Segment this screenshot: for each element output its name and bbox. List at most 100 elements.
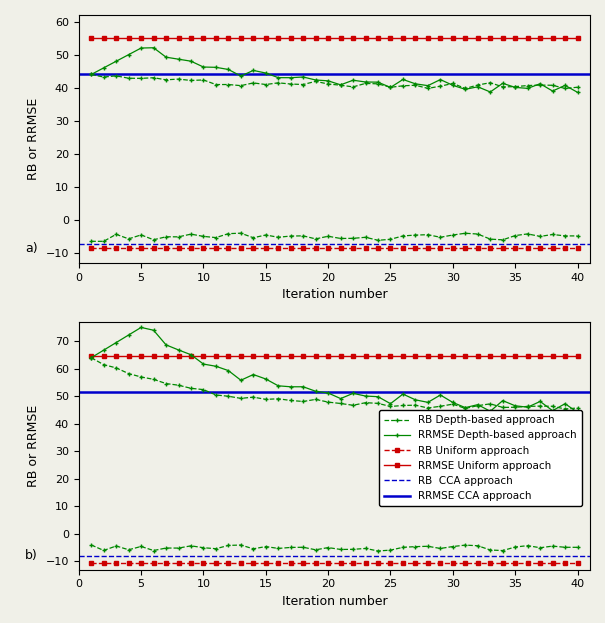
RB Depth-based approach — [125, 370, 132, 378]
RB Uniform approach — [474, 244, 482, 252]
RRMSE Uniform approach — [212, 34, 220, 42]
RB Uniform approach — [399, 559, 407, 566]
RRMSE Uniform approach — [337, 34, 344, 42]
RRMSE Depth-based approach — [287, 383, 295, 391]
RRMSE Uniform approach — [162, 34, 169, 42]
RB Uniform approach — [499, 559, 506, 566]
RB  CCA approach — [88, 552, 95, 559]
RRMSE Uniform approach — [437, 353, 444, 360]
RB Depth-based approach — [549, 402, 556, 410]
RRMSE Uniform approach — [88, 34, 95, 42]
RB Depth-based approach — [424, 85, 431, 92]
RRMSE Uniform approach — [100, 353, 107, 360]
RB Uniform approach — [212, 244, 220, 252]
RRMSE Depth-based approach — [224, 66, 232, 74]
RRMSE Uniform approach — [162, 353, 169, 360]
RRMSE Depth-based approach — [486, 407, 494, 415]
RRMSE Depth-based approach — [499, 397, 506, 404]
RB Depth-based approach — [200, 386, 207, 393]
RRMSE Uniform approach — [399, 353, 407, 360]
Y-axis label: RB or RRMSE: RB or RRMSE — [27, 405, 40, 487]
RRMSE Uniform approach — [100, 34, 107, 42]
RRMSE Uniform approach — [449, 34, 456, 42]
RRMSE Uniform approach — [486, 34, 494, 42]
RRMSE Depth-based approach — [212, 363, 220, 370]
RB Depth-based approach — [374, 399, 382, 407]
RB Uniform approach — [437, 559, 444, 566]
RRMSE Uniform approach — [524, 353, 531, 360]
RRMSE Depth-based approach — [350, 389, 357, 397]
RRMSE Uniform approach — [350, 353, 357, 360]
RRMSE Depth-based approach — [437, 391, 444, 399]
RRMSE Depth-based approach — [412, 396, 419, 404]
RRMSE Uniform approach — [175, 34, 182, 42]
RB Depth-based approach — [499, 83, 506, 90]
RRMSE Depth-based approach — [100, 64, 107, 72]
RB Depth-based approach — [512, 404, 519, 411]
RRMSE Uniform approach — [549, 353, 556, 360]
RB Uniform approach — [125, 244, 132, 252]
X-axis label: Iteration number: Iteration number — [281, 595, 387, 608]
RB Uniform approach — [424, 244, 431, 252]
RB Uniform approach — [137, 244, 145, 252]
RB Depth-based approach — [188, 384, 195, 392]
RB  CCA approach — [75, 240, 82, 247]
RB Depth-based approach — [449, 401, 456, 408]
RB Depth-based approach — [512, 83, 519, 90]
RRMSE Depth-based approach — [299, 383, 307, 391]
RRMSE Depth-based approach — [412, 80, 419, 88]
RB Uniform approach — [312, 244, 319, 252]
RB Uniform approach — [175, 244, 182, 252]
RRMSE Depth-based approach — [424, 82, 431, 89]
RRMSE Depth-based approach — [137, 44, 145, 52]
RB Depth-based approach — [499, 404, 506, 411]
RB Uniform approach — [137, 559, 145, 566]
RB Depth-based approach — [212, 391, 220, 399]
Legend: RB Depth-based approach, RRMSE Depth-based approach, RB Uniform approach, RRMSE : RB Depth-based approach, RRMSE Depth-bas… — [379, 410, 582, 506]
RRMSE Depth-based approach — [262, 375, 269, 383]
Y-axis label: RB or RRMSE: RB or RRMSE — [27, 98, 40, 180]
RB Depth-based approach — [561, 85, 569, 92]
RRMSE Uniform approach — [200, 34, 207, 42]
RB Uniform approach — [312, 559, 319, 566]
RB Depth-based approach — [524, 402, 531, 410]
RRMSE Uniform approach — [262, 353, 269, 360]
RB Uniform approach — [424, 559, 431, 566]
RB Uniform approach — [88, 244, 95, 252]
RB Uniform approach — [374, 559, 382, 566]
RB Uniform approach — [437, 244, 444, 252]
RB Uniform approach — [524, 559, 531, 566]
RB Uniform approach — [350, 244, 357, 252]
RB Depth-based approach — [374, 80, 382, 88]
RB Depth-based approach — [88, 71, 95, 78]
RRMSE Depth-based approach — [88, 71, 95, 78]
RRMSE Depth-based approach — [137, 324, 145, 331]
RB Depth-based approach — [574, 83, 581, 91]
RB Depth-based approach — [175, 381, 182, 389]
RB Uniform approach — [486, 559, 494, 566]
RB Depth-based approach — [224, 81, 232, 88]
RRMSE Uniform approach — [512, 353, 519, 360]
RRMSE Depth-based approach — [237, 376, 244, 384]
RRMSE Uniform approach — [424, 353, 431, 360]
RB Uniform approach — [512, 244, 519, 252]
RRMSE Depth-based approach — [374, 393, 382, 401]
RRMSE CCA approach — [75, 71, 82, 78]
RRMSE Depth-based approach — [574, 409, 581, 416]
RB Depth-based approach — [287, 80, 295, 88]
RRMSE Uniform approach — [299, 353, 307, 360]
RRMSE Depth-based approach — [250, 67, 257, 74]
RRMSE Uniform approach — [324, 353, 332, 360]
RRMSE Depth-based approach — [537, 80, 544, 87]
RB Depth-based approach — [150, 376, 157, 383]
RRMSE Depth-based approach — [275, 382, 282, 389]
RRMSE Uniform approach — [537, 353, 544, 360]
RB Uniform approach — [275, 244, 282, 252]
RRMSE Uniform approach — [275, 34, 282, 42]
RRMSE CCA approach — [88, 388, 95, 396]
RB Uniform approach — [324, 244, 332, 252]
RB Depth-based approach — [350, 83, 357, 90]
Line: RRMSE Uniform approach: RRMSE Uniform approach — [89, 36, 580, 40]
RRMSE Depth-based approach — [474, 401, 482, 408]
RRMSE Uniform approach — [113, 34, 120, 42]
